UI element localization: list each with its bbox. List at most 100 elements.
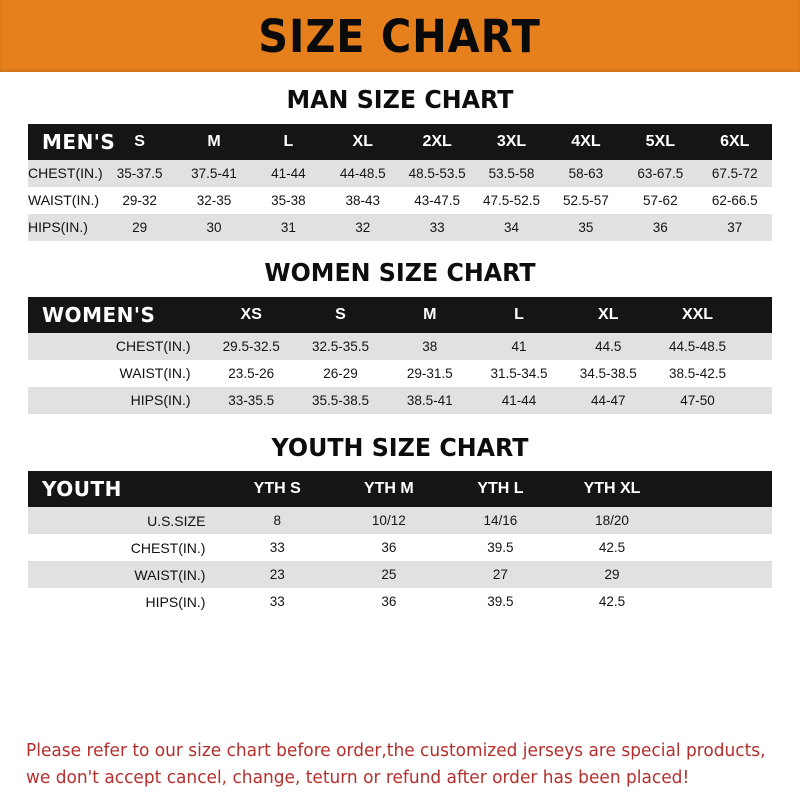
women-header-row: WOMEN'S XS S M L XL XXL bbox=[28, 296, 772, 333]
cell: 35.5-38.5 bbox=[295, 386, 386, 414]
cell: 31 bbox=[251, 213, 326, 241]
cell: 44-48.5 bbox=[325, 159, 400, 187]
cell: 33 bbox=[221, 534, 334, 562]
cell: 14/16 bbox=[444, 507, 557, 535]
cell: 44-47 bbox=[563, 386, 653, 414]
row-label: CHEST(IN.) bbox=[28, 534, 222, 562]
section-women: WOMEN SIZE CHART WOMEN'S XS S M L XL bbox=[28, 241, 772, 414]
women-size-col: S bbox=[295, 296, 386, 333]
cell: 52.5-57 bbox=[548, 186, 624, 214]
row-label: WAIST(IN.) bbox=[28, 186, 103, 214]
table-row: WAIST(IN.) 29-32 32-35 35-38 38-43 43-47… bbox=[28, 186, 772, 214]
man-size-col: 3XL bbox=[474, 123, 549, 160]
cell: 34 bbox=[474, 213, 549, 241]
man-size-col: 2XL bbox=[399, 123, 475, 160]
row-label: WAIST(IN.) bbox=[28, 561, 222, 589]
cell: 10/12 bbox=[333, 507, 445, 535]
cell: 33-35.5 bbox=[206, 386, 296, 414]
women-header-label: WOMEN'S bbox=[28, 296, 207, 333]
table-row: HIPS(IN.) 29 30 31 32 33 34 35 36 37 bbox=[28, 213, 772, 241]
row-spacer bbox=[742, 332, 772, 360]
man-size-col: L bbox=[251, 123, 326, 160]
table-row: CHEST(IN.) 35-37.5 37.5-41 41-44 44-48.5… bbox=[28, 159, 772, 187]
youth-size-col: YTH M bbox=[333, 471, 445, 508]
youth-header-row: YOUTH YTH S YTH M YTH L YTH XL bbox=[28, 471, 772, 508]
cell: 8 bbox=[221, 507, 334, 535]
footer-note: Please refer to our size chart before or… bbox=[0, 728, 800, 800]
cell: 47.5-52.5 bbox=[474, 186, 549, 214]
row-spacer bbox=[667, 507, 772, 535]
cell: 37.5-41 bbox=[176, 159, 252, 187]
charts-content: MAN SIZE CHART MEN'S S M L XL 2XL 3XL 4X… bbox=[0, 72, 800, 728]
section-title-youth: YOUTH SIZE CHART bbox=[271, 432, 529, 462]
cell: 18/20 bbox=[556, 507, 668, 535]
cell: 38.5-41 bbox=[385, 386, 475, 414]
cell: 29.5-32.5 bbox=[206, 332, 296, 360]
youth-header-spacer bbox=[667, 471, 772, 508]
cell: 42.5 bbox=[556, 534, 668, 562]
youth-size-table: YOUTH YTH S YTH M YTH L YTH XL U.S.SIZE … bbox=[28, 471, 772, 616]
cell: 36 bbox=[333, 588, 445, 616]
cell: 41-44 bbox=[251, 159, 326, 187]
cell: 32-35 bbox=[176, 186, 252, 214]
cell: 36 bbox=[623, 213, 698, 241]
row-spacer bbox=[742, 359, 772, 387]
cell: 57-62 bbox=[623, 186, 698, 214]
cell: 42.5 bbox=[556, 588, 668, 616]
women-size-col: XXL bbox=[652, 296, 743, 333]
row-label: U.S.SIZE bbox=[28, 507, 222, 535]
row-label: HIPS(IN.) bbox=[28, 588, 222, 616]
women-size-col: M bbox=[385, 296, 475, 333]
man-size-col: S bbox=[102, 123, 177, 160]
row-label: WAIST(IN.) bbox=[28, 359, 207, 387]
table-row: WAIST(IN.) 23.5-26 26-29 29-31.5 31.5-34… bbox=[28, 359, 772, 387]
cell: 47-50 bbox=[652, 386, 743, 414]
section-title-man: MAN SIZE CHART bbox=[286, 85, 514, 114]
cell: 41 bbox=[474, 332, 564, 360]
cell: 33 bbox=[399, 213, 475, 241]
man-size-col: XL bbox=[325, 123, 400, 160]
cell: 29 bbox=[556, 561, 668, 589]
women-size-col: L bbox=[474, 296, 564, 333]
cell: 58-63 bbox=[548, 159, 624, 187]
page-title: SIZE CHART bbox=[258, 9, 542, 63]
cell: 44.5-48.5 bbox=[652, 332, 743, 360]
cell: 62-66.5 bbox=[697, 186, 772, 214]
cell: 41-44 bbox=[474, 386, 564, 414]
row-spacer bbox=[667, 588, 772, 616]
cell: 39.5 bbox=[444, 588, 557, 616]
row-spacer bbox=[742, 386, 772, 414]
table-row: U.S.SIZE 8 10/12 14/16 18/20 bbox=[28, 507, 772, 535]
row-label: CHEST(IN.) bbox=[28, 159, 103, 187]
women-size-col: XL bbox=[563, 296, 653, 333]
cell: 26-29 bbox=[295, 359, 386, 387]
footer-line-1: Please refer to our size chart before or… bbox=[26, 740, 766, 761]
man-size-col: 6XL bbox=[697, 123, 772, 160]
man-size-col: 4XL bbox=[548, 123, 624, 160]
cell: 43-47.5 bbox=[399, 186, 475, 214]
table-row: CHEST(IN.) 33 36 39.5 42.5 bbox=[28, 534, 772, 562]
cell: 25 bbox=[333, 561, 445, 589]
row-spacer bbox=[667, 534, 772, 562]
cell: 29-31.5 bbox=[385, 359, 475, 387]
youth-size-col: YTH L bbox=[444, 471, 557, 508]
row-label: CHEST(IN.) bbox=[28, 332, 207, 360]
man-table-body: MEN'S S M L XL 2XL 3XL 4XL 5XL 6XL CHEST… bbox=[28, 123, 772, 241]
row-label: HIPS(IN.) bbox=[28, 386, 207, 414]
cell: 32 bbox=[325, 213, 400, 241]
cell: 63-67.5 bbox=[623, 159, 698, 187]
section-youth: YOUTH SIZE CHART YOUTH YTH S YTH M YTH L… bbox=[28, 414, 772, 616]
man-size-col: M bbox=[176, 123, 252, 160]
cell: 53.5-58 bbox=[474, 159, 549, 187]
cell: 31.5-34.5 bbox=[474, 359, 564, 387]
cell: 48.5-53.5 bbox=[399, 159, 475, 187]
row-label: HIPS(IN.) bbox=[28, 213, 103, 241]
cell: 38-43 bbox=[325, 186, 400, 214]
youth-size-col: YTH XL bbox=[556, 471, 668, 508]
cell: 27 bbox=[444, 561, 557, 589]
man-header-label: MEN'S bbox=[28, 123, 115, 160]
section-title-women: WOMEN SIZE CHART bbox=[264, 257, 536, 287]
cell: 44.5 bbox=[563, 332, 653, 360]
women-table-body: WOMEN'S XS S M L XL XXL CHEST(IN.) 29.5-… bbox=[28, 296, 772, 414]
